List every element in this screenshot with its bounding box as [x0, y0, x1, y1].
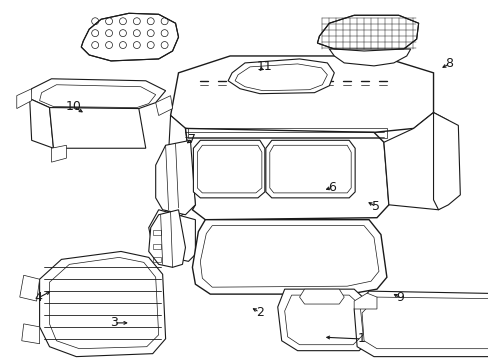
Polygon shape: [49, 108, 146, 148]
Polygon shape: [30, 99, 53, 148]
Polygon shape: [299, 289, 344, 304]
Polygon shape: [30, 79, 166, 109]
Polygon shape: [354, 291, 490, 357]
Polygon shape: [81, 13, 178, 61]
Text: 9: 9: [396, 291, 405, 305]
Bar: [153, 230, 161, 235]
Bar: [163, 251, 177, 256]
Polygon shape: [22, 324, 40, 344]
Bar: [153, 244, 161, 249]
Polygon shape: [228, 59, 334, 94]
Polygon shape: [20, 275, 40, 301]
Polygon shape: [384, 113, 450, 210]
Bar: [163, 243, 177, 248]
Text: 7: 7: [188, 134, 196, 147]
Text: 6: 6: [329, 181, 337, 194]
Bar: [163, 228, 177, 233]
Text: 4: 4: [34, 291, 42, 305]
Text: 5: 5: [372, 200, 380, 213]
Polygon shape: [329, 49, 411, 66]
Polygon shape: [193, 220, 387, 294]
Bar: [163, 235, 177, 240]
Polygon shape: [156, 96, 172, 116]
Polygon shape: [318, 15, 418, 51]
Polygon shape: [194, 140, 265, 198]
Polygon shape: [166, 116, 196, 218]
Polygon shape: [40, 251, 166, 357]
Polygon shape: [354, 293, 377, 309]
Polygon shape: [434, 113, 460, 210]
Text: 2: 2: [256, 306, 264, 319]
Text: 3: 3: [110, 316, 118, 329]
Polygon shape: [266, 140, 355, 198]
Polygon shape: [171, 56, 434, 132]
Polygon shape: [278, 289, 371, 351]
Text: 8: 8: [445, 57, 453, 71]
Bar: [189, 129, 387, 138]
Text: 1: 1: [358, 333, 366, 346]
Polygon shape: [156, 140, 196, 215]
Polygon shape: [149, 210, 185, 267]
Bar: [153, 257, 161, 262]
Text: 11: 11: [257, 60, 272, 73]
Polygon shape: [149, 210, 196, 261]
Text: 10: 10: [66, 100, 82, 113]
Polygon shape: [51, 145, 66, 162]
Polygon shape: [185, 129, 389, 220]
Polygon shape: [17, 89, 32, 109]
